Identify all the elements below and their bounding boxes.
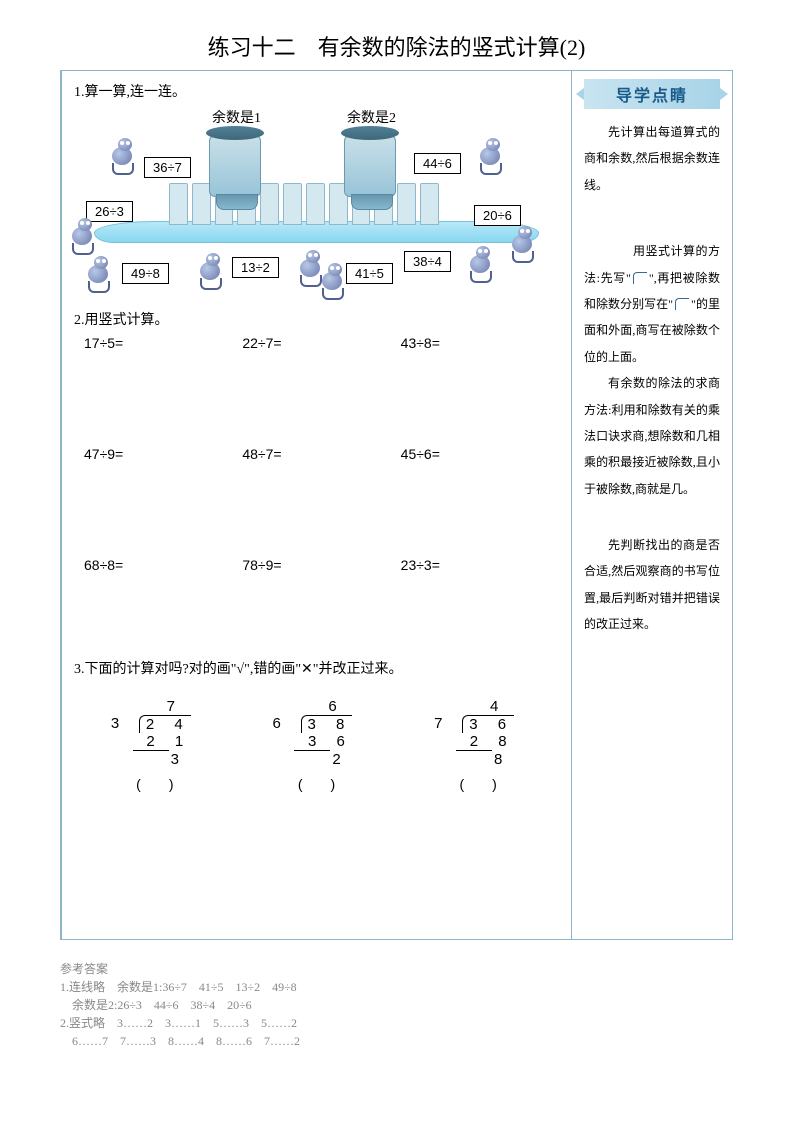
answers-line2b: 6……7 7……3 8……4 8……6 7……2 bbox=[60, 1032, 733, 1050]
ant-icon bbox=[192, 250, 232, 290]
ant-icon bbox=[472, 135, 512, 175]
box-44-6: 44÷6 bbox=[414, 153, 461, 174]
q3-heading: 3.下面的计算对吗?对的画"√",错的画"✕"并改正过来。 bbox=[74, 658, 559, 678]
q2-row3: 68÷8= 78÷9= 23÷3= bbox=[84, 557, 559, 573]
guide-p1: 先计算出每道算式的商和余数,然后根据余数连线。 bbox=[584, 119, 720, 198]
bucket1-label: 余数是1 bbox=[212, 107, 261, 127]
box-36-7: 36÷7 bbox=[144, 157, 191, 178]
calc-23-3: 23÷3= bbox=[401, 557, 559, 573]
calc-78-9: 78÷9= bbox=[242, 557, 400, 573]
calc-68-8: 68÷8= bbox=[84, 557, 242, 573]
left-panel: 1.算一算,连一连。 余数是1 余数是2 36÷7 44÷6 26÷3 20÷6… bbox=[61, 71, 572, 939]
q3-row: 7 3 2 4 2 1 3 ( ) 6 6 3 8 3 6 2 ( ) 4 7 bbox=[74, 698, 559, 794]
paren-3: ( ) bbox=[428, 774, 528, 794]
bucket-2 bbox=[344, 135, 396, 197]
ant-icon bbox=[462, 243, 502, 283]
longdiv-1: 7 3 2 4 2 1 3 ( ) bbox=[105, 698, 205, 794]
q2-row1: 17÷5= 22÷7= 43÷8= bbox=[84, 335, 559, 351]
q2-heading: 2.用竖式计算。 bbox=[74, 309, 559, 329]
page-title: 练习十二 有余数的除法的竖式计算(2) bbox=[60, 30, 733, 62]
ant-icon bbox=[80, 253, 120, 293]
calc-47-9: 47÷9= bbox=[84, 446, 242, 462]
guide-p4: 先判断找出的商是否合适,然后观察商的书写位置,最后判断对错并把错误的改正过来。 bbox=[584, 532, 720, 638]
calc-48-7: 48÷7= bbox=[242, 446, 400, 462]
ant-icon bbox=[104, 135, 144, 175]
box-49-8: 49÷8 bbox=[122, 263, 169, 284]
q1-heading: 1.算一算,连一连。 bbox=[74, 81, 559, 101]
answers-line2: 2.竖式略 3……2 3……1 5……3 5……2 bbox=[60, 1014, 733, 1032]
calc-43-8: 43÷8= bbox=[401, 335, 559, 351]
longdiv-2: 6 6 3 8 3 6 2 ( ) bbox=[266, 698, 366, 794]
calc-17-5: 17÷5= bbox=[84, 335, 242, 351]
calc-45-6: 45÷6= bbox=[401, 446, 559, 462]
answers-line1: 1.连线略 余数是1:36÷7 41÷5 13÷2 49÷8 bbox=[60, 978, 733, 996]
calc-22-7: 22÷7= bbox=[242, 335, 400, 351]
ant-icon bbox=[314, 260, 354, 300]
paren-1: ( ) bbox=[105, 774, 205, 794]
paren-2: ( ) bbox=[266, 774, 366, 794]
bucket2-label: 余数是2 bbox=[347, 107, 396, 127]
ant-icon bbox=[64, 215, 104, 255]
answers-title: 参考答案 bbox=[60, 960, 733, 978]
answers-line1b: 余数是2:26÷3 44÷6 38÷4 20÷6 bbox=[60, 996, 733, 1014]
bucket-1 bbox=[209, 135, 261, 197]
guide-p2: 用竖式计算的方法:先写"",再把被除数和除数分别写在""的里面和外面,商写在被除… bbox=[584, 238, 720, 370]
guide-p3: 有余数的除法的求商方法:利用和除数有关的乘法口诀求商,想除数和几相乘的积最接近被… bbox=[584, 370, 720, 502]
guide-header: 导学点睛 bbox=[584, 79, 720, 109]
ant-icon bbox=[504, 223, 544, 263]
box-13-2: 13÷2 bbox=[232, 257, 279, 278]
q2-row2: 47÷9= 48÷7= 45÷6= bbox=[84, 446, 559, 462]
guide-panel: 导学点睛 先计算出每道算式的商和余数,然后根据余数连线。 用竖式计算的方法:先写… bbox=[572, 71, 732, 939]
box-38-4: 38÷4 bbox=[404, 251, 451, 272]
longdiv-3: 4 7 3 6 2 8 8 ( ) bbox=[428, 698, 528, 794]
answers-section: 参考答案 1.连线略 余数是1:36÷7 41÷5 13÷2 49÷8 余数是2… bbox=[60, 960, 733, 1050]
main-frame: 1.算一算,连一连。 余数是1 余数是2 36÷7 44÷6 26÷3 20÷6… bbox=[60, 70, 733, 940]
q1-illustration: 余数是1 余数是2 36÷7 44÷6 26÷3 20÷6 49÷8 13÷2 … bbox=[74, 105, 559, 305]
